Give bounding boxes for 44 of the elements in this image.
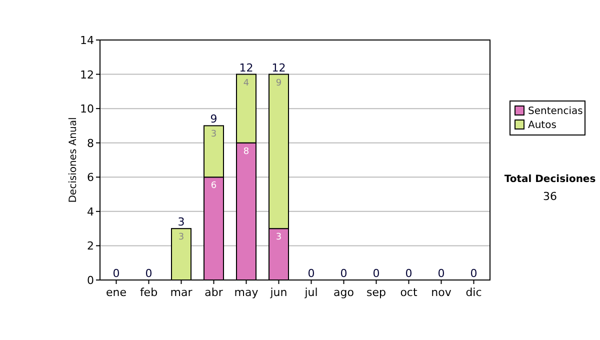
y-tick-label: 4: [87, 205, 94, 218]
y-tick-label: 0: [87, 274, 94, 287]
x-tick-label: abr: [204, 286, 224, 299]
text: Total Decisiones: [504, 174, 596, 185]
total-label: 0: [112, 267, 120, 280]
y-tick-label: 14: [80, 34, 94, 47]
x-tick-label: jun: [269, 286, 288, 299]
data-label: 6: [210, 181, 217, 192]
total-label: 0: [145, 267, 152, 280]
x-tick-label: jul: [304, 286, 318, 299]
x-tick-label: ago: [334, 286, 354, 299]
x-tick-label: nov: [431, 286, 452, 299]
x-tick-label: sep: [366, 286, 386, 299]
legend-label: Autos: [528, 120, 556, 131]
total-label: 9: [210, 112, 218, 126]
x-tick-label: mar: [170, 286, 193, 299]
x-tick-label: dic: [466, 286, 482, 299]
total-label: 0: [470, 267, 478, 280]
data-label: 3: [276, 232, 282, 243]
y-axis-title: Decisiones Anual: [68, 117, 79, 203]
data-label: 3: [178, 232, 184, 243]
total-label: 3: [178, 216, 185, 229]
total-label: 12: [239, 61, 254, 74]
y-tick-label: 8: [87, 136, 94, 150]
y-tick-label: 2: [87, 240, 94, 253]
total-label: 12: [272, 61, 286, 74]
data-label: 4: [243, 78, 250, 88]
x-tick-label: feb: [140, 286, 158, 299]
x-tick-label: ene: [106, 286, 127, 299]
y-tick-label: 12: [80, 68, 94, 82]
total-label: 0: [438, 267, 445, 280]
legend-label: Sentencias: [528, 106, 583, 117]
y-tick-label: 10: [80, 102, 94, 116]
x-tick-label: may: [234, 286, 259, 299]
data-label: 9: [276, 78, 282, 88]
data-label: 8: [243, 146, 250, 157]
text: 36: [543, 190, 557, 203]
total-label: 0: [405, 267, 412, 280]
total-label: 0: [308, 267, 315, 280]
total-label: 0: [340, 267, 348, 280]
total-label: 0: [372, 267, 380, 280]
y-tick-label: 6: [87, 171, 94, 184]
x-tick-label: oct: [400, 286, 418, 299]
data-label: 3: [210, 130, 217, 140]
